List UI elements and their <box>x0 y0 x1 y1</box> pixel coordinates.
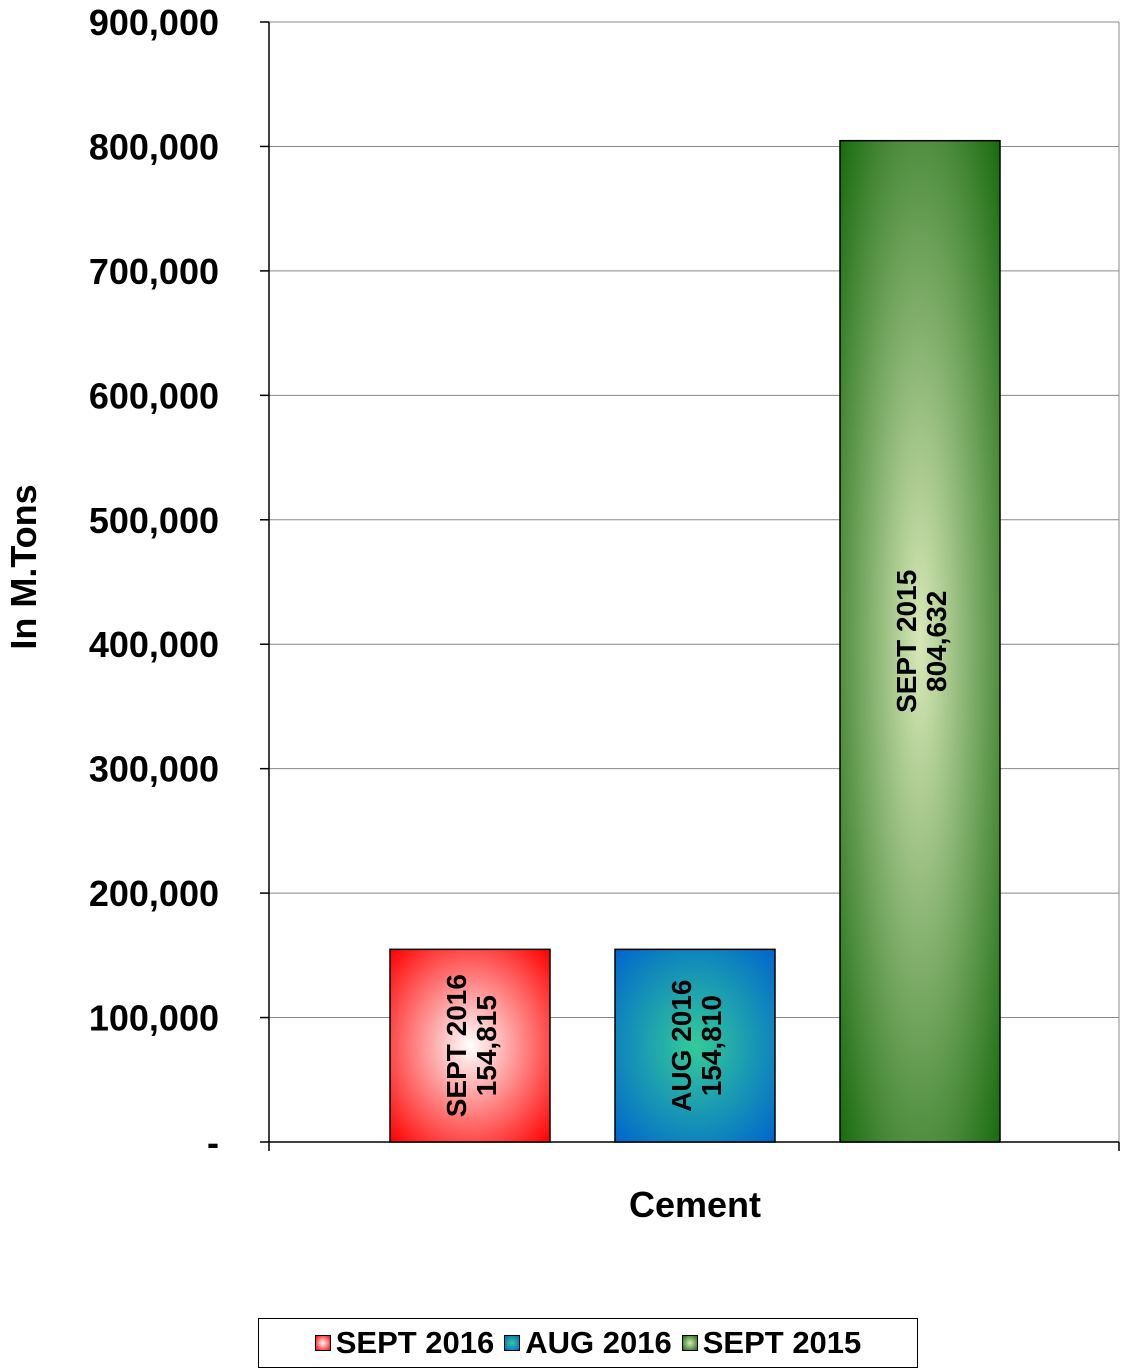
y-tick-label: 300,000 <box>89 749 219 790</box>
y-tick-label: 700,000 <box>89 251 219 292</box>
legend-item: SEPT 2015 <box>681 1325 862 1361</box>
bar-sept-2015 <box>839 139 1001 1143</box>
bar-data-label: SEPT 2015804,632 <box>891 570 952 713</box>
legend-swatch <box>314 1335 331 1351</box>
bars <box>389 139 1001 1143</box>
legend-item: AUG 2016 <box>504 1325 672 1361</box>
legend-swatch <box>681 1335 698 1351</box>
legend: SEPT 2016 AUG 2016 SEPT 2015 <box>258 1318 918 1368</box>
y-tick-label: 900,000 <box>89 2 219 43</box>
legend-label: SEPT 2015 <box>702 1325 862 1360</box>
y-tick-label: 100,000 <box>89 998 219 1039</box>
y-tick-label: 800,000 <box>89 126 219 167</box>
bar-aug-2016 <box>614 948 776 1143</box>
y-tick-labels: - 100,000 200,000 300,000 400,000 500,000 600,… <box>89 2 219 1163</box>
y-tick-label: 600,000 <box>89 375 219 416</box>
legend-label: SEPT 2016 <box>335 1325 495 1360</box>
y-axis-label: In M.Tons <box>3 484 44 649</box>
bar-data-label: AUG 2016154,810 <box>666 980 727 1112</box>
y-tick-label: - <box>207 1122 219 1163</box>
bar-labels: SEPT 2016154,815 AUG 2016154,810 SEPT 2015… <box>441 570 952 1118</box>
y-tick-label: 400,000 <box>89 624 219 665</box>
y-tick-label: 200,000 <box>89 873 219 914</box>
legend-label: AUG 2016 <box>525 1325 672 1360</box>
y-tick-label: 500,000 <box>89 500 219 541</box>
bar-sept-2016 <box>389 948 551 1143</box>
legend-item: SEPT 2016 <box>314 1325 495 1361</box>
legend-swatch <box>504 1335 521 1351</box>
x-axis-label: Cement <box>629 1184 761 1225</box>
bar-data-label: SEPT 2016154,815 <box>441 974 502 1117</box>
